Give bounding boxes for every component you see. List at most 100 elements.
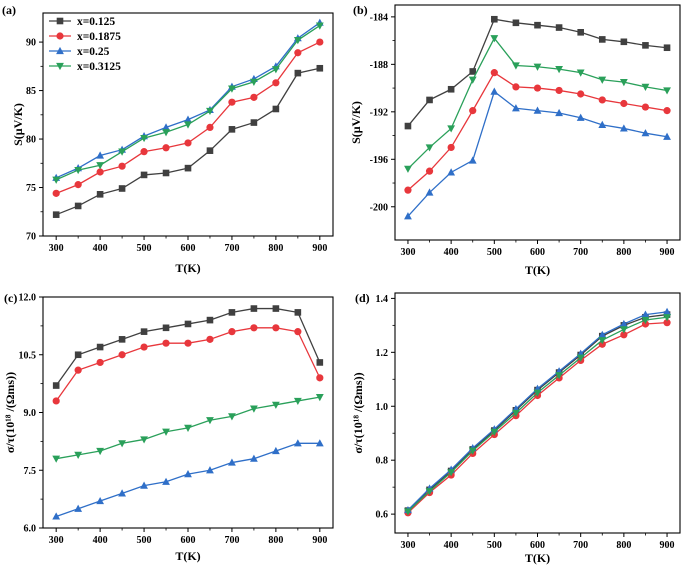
x-tick-label: 700 (573, 247, 588, 258)
data-point (96, 358, 104, 367)
x-tick-label: 600 (181, 243, 196, 254)
data-point (184, 164, 192, 172)
data-point (96, 162, 105, 170)
legend-marker (56, 46, 64, 55)
data-point (96, 496, 105, 505)
data-point (184, 139, 192, 147)
data-point (184, 424, 192, 432)
y-axis-label: S(μV/K) (349, 101, 363, 144)
series-x-0-1875 (404, 69, 671, 194)
y-axis-label: S(μV/K) (11, 103, 25, 146)
data-point (315, 439, 324, 447)
x-tick-label: 400 (444, 247, 459, 258)
series-x-0-125 (52, 305, 324, 389)
data-point (577, 90, 585, 98)
data-point (425, 144, 434, 152)
data-point (118, 440, 126, 448)
data-point (162, 428, 170, 436)
x-tick-label: 300 (400, 247, 415, 258)
legend-entry: x=0.25 (77, 46, 110, 58)
series-x-0-25 (404, 307, 671, 514)
data-point (206, 417, 214, 425)
panel-a: 300 400 500 600 700 800 900 70 75 80 85 90 T(K) S(μV/… (2, 3, 334, 275)
legend-marker (56, 17, 64, 25)
x-tick-label: 500 (487, 540, 502, 551)
x-tick-label: 700 (224, 243, 239, 254)
data-point (598, 96, 606, 104)
data-point (140, 328, 148, 335)
data-point (512, 83, 520, 91)
data-point (315, 22, 324, 30)
data-point (184, 339, 192, 347)
series-x-0-3125 (404, 314, 671, 516)
data-point (96, 151, 105, 159)
data-point (512, 104, 520, 112)
series-x-0-125 (52, 64, 324, 218)
x-tick-label: 300 (49, 243, 64, 254)
data-point (228, 458, 236, 466)
series-x-0-25 (52, 439, 324, 520)
data-point (162, 129, 170, 137)
data-point (619, 79, 628, 87)
data-point (184, 115, 192, 123)
data-point (52, 455, 61, 463)
data-point (620, 38, 628, 46)
y-axis-label: σ/τ(10¹⁸ /(Ωms)) (3, 372, 17, 453)
x-tick-label: 800 (268, 243, 283, 254)
data-point (206, 107, 214, 116)
data-point (140, 148, 148, 156)
x-tick-label: 300 (400, 540, 415, 551)
data-point (118, 489, 126, 497)
data-point (490, 35, 499, 43)
data-point (271, 401, 280, 409)
data-point (490, 87, 499, 95)
y-tick-label: 7.5 (24, 466, 37, 477)
data-point (52, 397, 60, 405)
x-tick-label: 800 (616, 247, 631, 258)
data-point (512, 19, 520, 27)
data-point (641, 103, 650, 111)
data-point (447, 469, 456, 477)
data-point (118, 351, 126, 359)
data-point (228, 126, 236, 133)
data-point (228, 413, 236, 421)
data-point (620, 99, 628, 108)
data-point (641, 316, 650, 325)
data-point (96, 343, 104, 351)
data-point (468, 76, 477, 84)
data-point (533, 63, 542, 71)
data-point (490, 428, 499, 436)
y-axis-label: σ/τ(10¹⁸ /(Ωms)) (351, 372, 365, 453)
data-point (271, 446, 280, 455)
data-point (74, 451, 83, 459)
x-axis-label: T(K) (175, 261, 200, 275)
data-point (118, 336, 126, 343)
series-line (407, 322, 668, 514)
data-point (118, 162, 126, 170)
data-point (619, 124, 628, 132)
data-point (598, 36, 606, 43)
data-point (426, 96, 433, 104)
series-x-0-3125 (52, 394, 324, 463)
data-point (315, 394, 324, 402)
data-point (293, 439, 302, 447)
data-point (162, 169, 170, 177)
y-tick-label: 12.0 (19, 293, 37, 304)
x-axis-label: T(K) (525, 263, 550, 277)
data-point (663, 107, 671, 115)
data-point (250, 93, 258, 101)
data-point (250, 78, 258, 86)
x-tick-label: 700 (573, 540, 588, 551)
data-point (468, 447, 477, 455)
data-point (118, 185, 126, 192)
panel-label: (c) (4, 291, 17, 305)
data-point (206, 123, 214, 132)
x-tick-label: 500 (487, 247, 502, 258)
data-point (162, 324, 170, 332)
data-point (96, 191, 104, 198)
data-point (447, 143, 455, 152)
data-point (250, 454, 258, 462)
data-point (598, 76, 607, 84)
data-point (404, 186, 412, 194)
